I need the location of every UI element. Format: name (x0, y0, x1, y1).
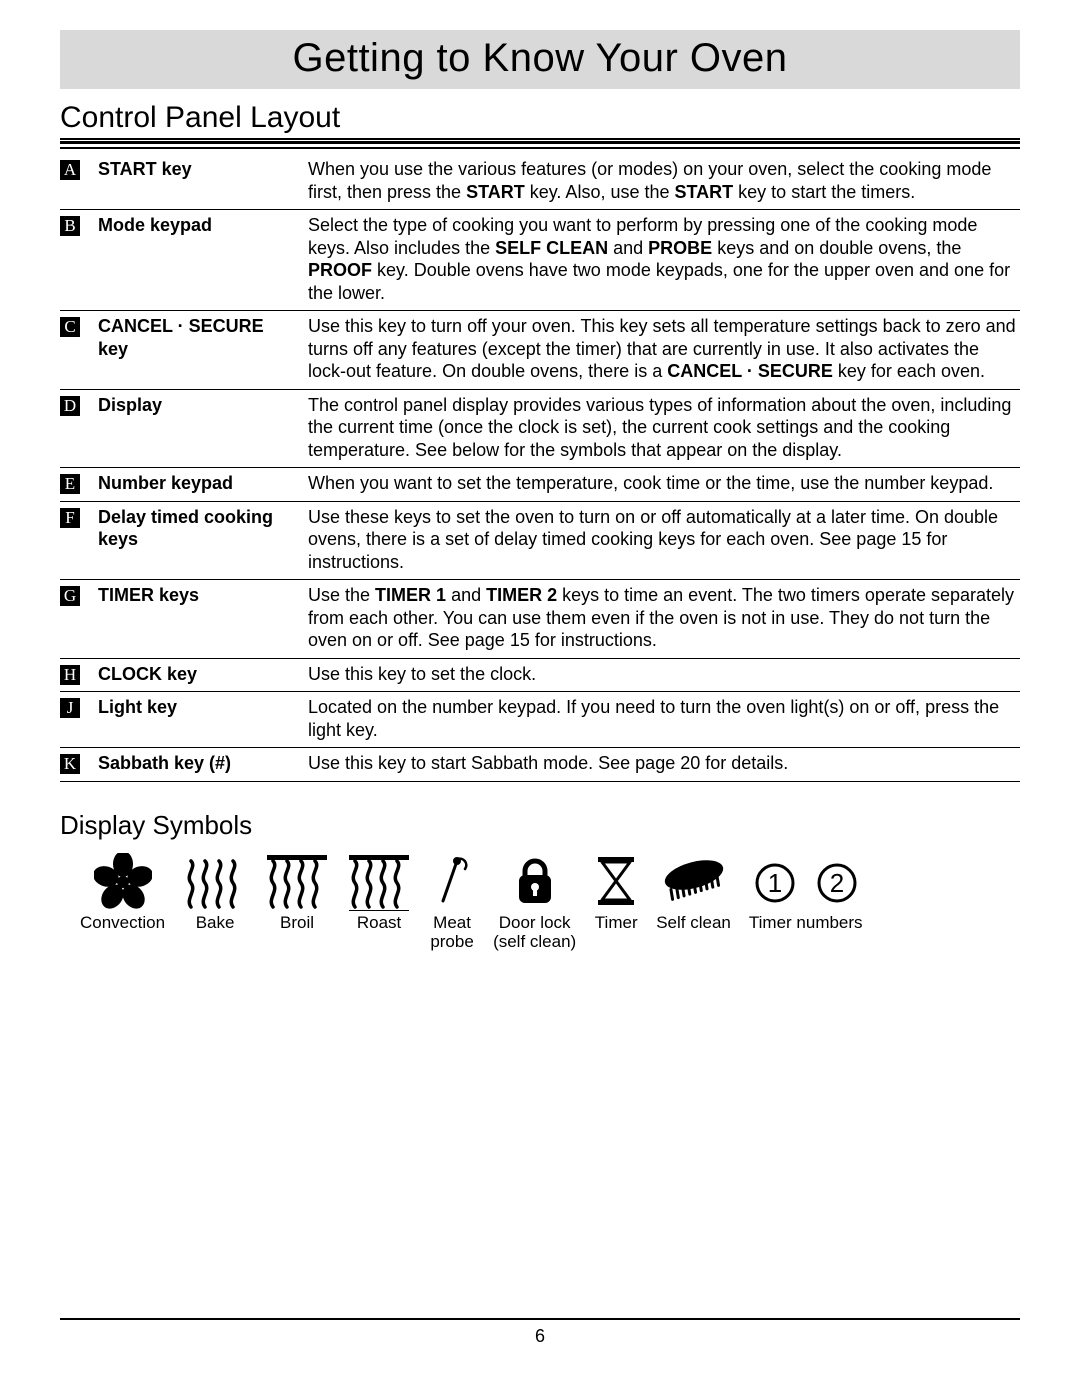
letter-box: G (60, 586, 80, 606)
letter-cell: E (60, 468, 94, 502)
label-cell: Display (94, 389, 304, 468)
letter-cell: G (60, 580, 94, 659)
letter-cell: F (60, 501, 94, 580)
letter-box: E (60, 474, 80, 494)
symbol-label: Self clean (656, 913, 731, 933)
door-lock-icon (513, 853, 557, 911)
letter-box: H (60, 665, 80, 685)
letter-cell: K (60, 748, 94, 782)
letter-cell: D (60, 389, 94, 468)
letter-cell: H (60, 658, 94, 692)
display-symbols-heading: Display Symbols (60, 810, 1020, 841)
broil-icon (265, 853, 329, 911)
svg-text:2: 2 (829, 868, 843, 898)
table-row: H CLOCK keyUse this key to set the clock. (60, 658, 1020, 692)
section-heading: Control Panel Layout (60, 87, 1020, 144)
timer-symbol: Timer (594, 853, 638, 933)
letter-box: D (60, 396, 80, 416)
description-cell: Use these keys to set the oven to turn o… (304, 501, 1020, 580)
table-row: A START keyWhen you use the various featu… (60, 154, 1020, 210)
description-cell: When you want to set the temperature, co… (304, 468, 1020, 502)
table-row: F Delay timed cooking keysUse these keys … (60, 501, 1020, 580)
symbol-label: Broil (280, 913, 314, 933)
label-cell: CLOCK key (94, 658, 304, 692)
self-clean-icon (658, 853, 730, 911)
table-row: D DisplayThe control panel display provid… (60, 389, 1020, 468)
broil-symbol: Broil (265, 853, 329, 933)
page-number: 6 (535, 1326, 545, 1346)
table-row: J Light keyLocated on the number keypad. … (60, 692, 1020, 748)
meat-probe-symbol: Meatprobe (429, 853, 475, 952)
description-cell: Select the type of cooking you want to p… (304, 210, 1020, 311)
description-cell: When you use the various features (or mo… (304, 154, 1020, 210)
timer-numbers-symbol: 1 2 Timer numbers (749, 853, 863, 933)
label-cell: Light key (94, 692, 304, 748)
letter-box: B (60, 216, 80, 236)
symbol-label: Convection (80, 913, 165, 933)
label-cell: TIMER keys (94, 580, 304, 659)
description-cell: Located on the number keypad. If you nee… (304, 692, 1020, 748)
label-cell: CANCEL · SECURE key (94, 311, 304, 390)
table-row: K Sabbath key (#)Use this key to start Sa… (60, 748, 1020, 782)
timer-2-icon: 2 (815, 853, 859, 911)
label-cell: Sabbath key (#) (94, 748, 304, 782)
description-cell: Use this key to turn off your oven. This… (304, 311, 1020, 390)
table-row: C CANCEL · SECURE keyUse this key to turn… (60, 311, 1020, 390)
description-cell: Use the TIMER 1 and TIMER 2 keys to time… (304, 580, 1020, 659)
page-footer: 6 (60, 1318, 1020, 1347)
label-cell: START key (94, 154, 304, 210)
meat-probe-icon (429, 853, 475, 911)
symbol-label: Meatprobe (430, 913, 473, 952)
letter-box: K (60, 754, 80, 774)
convection-symbol: Convection (80, 853, 165, 933)
letter-cell: J (60, 692, 94, 748)
description-cell: The control panel display provides vario… (304, 389, 1020, 468)
bake-icon (183, 853, 247, 911)
timer-1-icon: 1 (753, 853, 797, 911)
letter-cell: B (60, 210, 94, 311)
table-row: B Mode keypadSelect the type of cooking y… (60, 210, 1020, 311)
door-lock-symbol: Door lock(self clean) (493, 853, 576, 952)
self-clean-symbol: Self clean (656, 853, 731, 933)
letter-box: J (60, 698, 80, 718)
description-cell: Use this key to set the clock. (304, 658, 1020, 692)
label-cell: Mode keypad (94, 210, 304, 311)
symbol-label: Door lock(self clean) (493, 913, 576, 952)
symbol-label: Bake (196, 913, 235, 933)
letter-box: A (60, 160, 80, 180)
letter-cell: C (60, 311, 94, 390)
symbols-row: Convection Bake Broil Roast Meatprobe Door lo… (60, 853, 1020, 952)
bake-symbol: Bake (183, 853, 247, 933)
timer-icon (594, 853, 638, 911)
svg-text:1: 1 (767, 868, 781, 898)
letter-box: F (60, 508, 80, 528)
roast-symbol: Roast (347, 853, 411, 933)
symbol-label: Timer numbers (749, 913, 863, 933)
table-row: G TIMER keysUse the TIMER 1 and TIMER 2 k… (60, 580, 1020, 659)
label-cell: Delay timed cooking keys (94, 501, 304, 580)
description-cell: Use this key to start Sabbath mode. See … (304, 748, 1020, 782)
convection-icon (94, 853, 152, 911)
symbol-label: Roast (357, 913, 401, 933)
symbol-label: Timer (595, 913, 638, 933)
table-row: E Number keypadWhen you want to set the t… (60, 468, 1020, 502)
control-panel-table: A START keyWhen you use the various featu… (60, 154, 1020, 782)
letter-cell: A (60, 154, 94, 210)
page-title: Getting to Know Your Oven (60, 30, 1020, 89)
label-cell: Number keypad (94, 468, 304, 502)
letter-box: C (60, 317, 80, 337)
roast-icon (347, 853, 411, 911)
